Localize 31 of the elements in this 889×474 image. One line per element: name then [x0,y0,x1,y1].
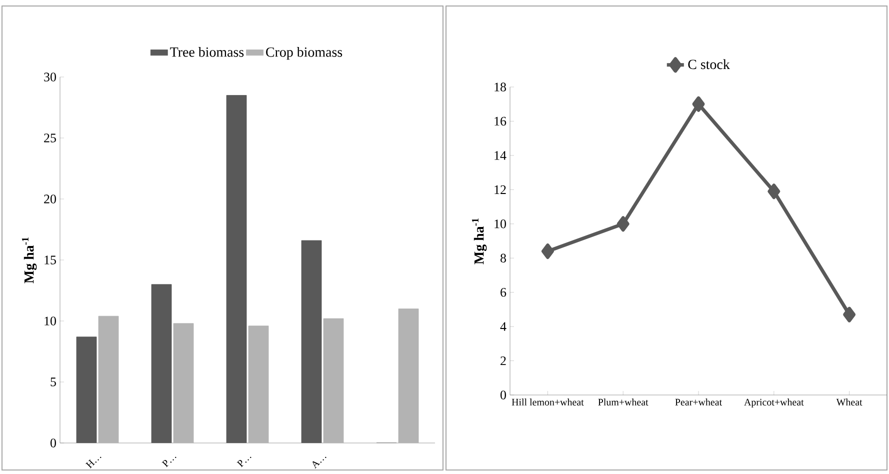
legend-label: Crop biomass [266,47,342,60]
y-tick-label: 20 [44,194,56,204]
x-tick-label: Plum+wheat [598,398,648,406]
y-tick-label: 2 [500,356,506,366]
x-tick-label: P… [162,457,176,468]
y-tick-label: 6 [500,288,506,297]
y-tick-label: 8 [500,254,506,263]
y-tick-label: 5 [50,378,56,387]
y-tick-label: 30 [44,72,56,82]
y-tick-label: 10 [44,316,56,326]
y-tick-label: 14 [494,151,506,160]
legend-label: Tree biomass [170,47,244,58]
y-tick-label: 4 [500,322,506,332]
x-tick-label: H… [86,457,102,469]
x-tick-label: Wheat [836,398,862,406]
y-axis-title: Mg ha$^{-1}$ [472,218,487,264]
y-tick-label: 10 [494,220,506,228]
y-tick-label: 16 [494,117,506,126]
y-tick-label: 12 [494,186,506,194]
x-tick-label: Apricot+wheat [744,398,804,408]
y-axis-title: Mg ha$^{-1}$ [22,238,37,284]
x-tick-label: Pear+wheat [675,398,722,406]
x-tick-label: Hill lemon+wheat [512,398,584,406]
y-tick-label: 0 [500,390,506,400]
x-tick-label: A… [312,457,326,469]
y-tick-label: 18 [494,82,506,92]
y-tick-label: 25 [44,134,56,143]
x-tick-label: P… [236,457,252,468]
y-tick-label: 15 [44,256,56,265]
y-tick-label: 0 [50,438,56,448]
legend-label: C stock [688,60,730,70]
